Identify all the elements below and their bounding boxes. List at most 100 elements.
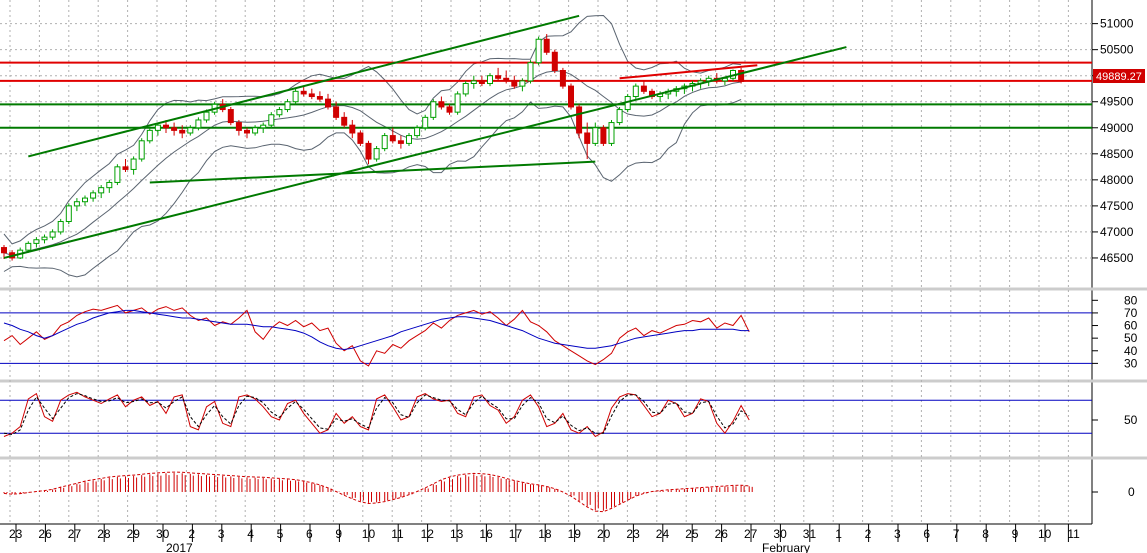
x-axis-labels: 23 26 27 28 29 30 2 3 4 5 6 9 10 11 12 13 16 17 18 19 20 23 24… (9, 524, 1080, 542)
x-axis-tick-label: 31 (803, 527, 817, 541)
trendlines (3, 14, 847, 259)
candle-body (179, 129, 186, 134)
candle-body (446, 106, 453, 113)
candle-body (98, 187, 105, 194)
candle-body (478, 80, 485, 85)
candle-body (381, 135, 388, 150)
candle-body (300, 90, 307, 95)
candle-body (49, 231, 56, 238)
candle-body (284, 101, 291, 111)
rsi-panel (0, 292, 1092, 378)
rsi-axis-label: 30 (1124, 356, 1138, 370)
candle-body (325, 98, 331, 108)
x-axis-tick-label: 17 (509, 527, 523, 541)
x-axis-tick-label: 10 (362, 527, 376, 541)
stochastic-panel (0, 385, 1092, 455)
candle-body (608, 122, 615, 144)
candle-body (171, 127, 178, 131)
rsi-series-line (3, 309, 750, 351)
candle-body (292, 90, 299, 103)
candle-body (527, 62, 534, 82)
price-axis-label: 49000 (1100, 121, 1134, 135)
candle-body (203, 111, 210, 121)
candle-body (438, 101, 445, 108)
candle-body (41, 236, 48, 241)
stochastic-axis-label: 50 (1124, 413, 1138, 427)
candle-body (154, 124, 161, 131)
price-axis-label: 48500 (1100, 147, 1134, 161)
last-price-box (1093, 69, 1145, 83)
x-axis-tick-label: 2 (865, 527, 872, 541)
rsi-axis-label: 80 (1124, 293, 1138, 307)
stochastic-lines (0, 391, 1092, 438)
candle-body (600, 127, 607, 144)
rsi-series-line (3, 304, 750, 367)
candle-body (365, 142, 372, 160)
x-axis-tick-label: 9 (1012, 527, 1019, 541)
x-axis-tick-label: 18 (538, 527, 552, 541)
x-axis-tick-label: 28 (97, 527, 111, 541)
x-axis-tick-label: 26 (715, 527, 729, 541)
x-axis-tick-label: 30 (156, 527, 170, 541)
candle-body (373, 148, 380, 160)
x-axis-tick-label: 16 (479, 527, 493, 541)
candle-body (235, 122, 242, 131)
candle-body (568, 85, 574, 108)
candle-body (454, 93, 461, 113)
candle-body (187, 127, 194, 134)
x-axis-tick-label: 30 (773, 527, 787, 541)
price-axis-label: 46500 (1100, 251, 1134, 265)
candle-body (57, 221, 64, 233)
rsi-axis-label: 70 (1124, 306, 1138, 320)
candle-body (349, 124, 356, 134)
candle-body (163, 124, 169, 129)
x-axis-tick-label: 27 (744, 527, 758, 541)
candle-body (640, 85, 647, 92)
x-axis-tick-label: 11 (1067, 527, 1080, 541)
price-axis-label: 49500 (1100, 95, 1134, 109)
x-axis-tick-label: 1 (835, 527, 842, 541)
candle-body (227, 109, 234, 124)
macd-histogram (3, 471, 753, 513)
candle-body (535, 38, 542, 64)
y-axis-labels: 4650047000475004800048500490004950050000… (1092, 17, 1138, 499)
candle-body (244, 129, 250, 134)
candle-body (252, 127, 259, 134)
candle-body (341, 116, 348, 126)
candle-body (25, 242, 32, 251)
x-axis-tick-label: 23 (626, 527, 640, 541)
candle-body (114, 166, 121, 183)
price-axis-label: 51000 (1100, 17, 1134, 31)
candle-body (268, 114, 275, 126)
middle-band (3, 70, 742, 256)
candle-body (592, 127, 599, 144)
x-axis-tick-label: 13 (450, 527, 464, 541)
x-axis-tick-label: 8 (982, 527, 989, 541)
x-axis-tick-label: 3 (894, 527, 901, 541)
price-axis-label: 50500 (1100, 43, 1134, 57)
rsi-axis-label: 50 (1124, 331, 1138, 345)
trendline (28, 14, 580, 158)
candle-body (33, 239, 40, 244)
candle-body (65, 205, 72, 223)
candle-body (503, 77, 510, 82)
x-axis-tick-label: 29 (127, 527, 141, 541)
trendline (619, 64, 758, 80)
candle-body (276, 109, 283, 116)
macd-panel (0, 462, 1092, 522)
candle-body (551, 51, 558, 71)
candle-body (462, 83, 469, 95)
macd-signal-line (3, 471, 750, 513)
candle-body (487, 75, 493, 85)
price-axis-label: 47500 (1100, 199, 1134, 213)
rsi-lines (0, 304, 1092, 367)
candle-body (73, 201, 80, 207)
x-axis-tick-label: 20 (597, 527, 611, 541)
candle-body (616, 109, 623, 124)
candle-body (738, 69, 745, 82)
x-axis-tick-label: 25 (685, 527, 699, 541)
trendline (149, 160, 596, 184)
candle-body (308, 93, 315, 98)
candle-body (495, 75, 502, 79)
candle-body (260, 124, 267, 129)
